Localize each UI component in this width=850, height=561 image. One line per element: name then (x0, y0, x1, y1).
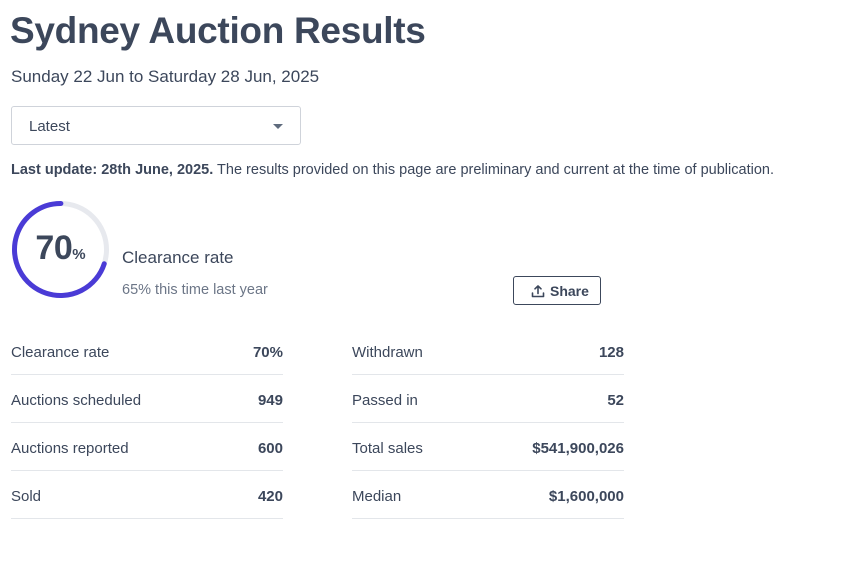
clearance-rate-gauge: 70% (10, 199, 111, 300)
share-upload-icon (531, 285, 545, 298)
stat-label: Median (352, 488, 402, 505)
stat-value: 52 (607, 392, 624, 409)
last-update-notice: Last update: 28th June, 2025. The result… (11, 162, 774, 178)
stat-row-clearance-rate: Clearance rate 70% (11, 328, 283, 375)
date-range: Sunday 22 Jun to Saturday 28 Jun, 2025 (11, 67, 320, 86)
last-update-text: The results provided on this page are pr… (213, 162, 774, 178)
stat-row-sold: Sold 420 (11, 472, 283, 519)
stats-table-right: Withdrawn 128 Passed in 52 Total sales $… (352, 328, 624, 520)
stat-row-auctions-scheduled: Auctions scheduled 949 (11, 376, 283, 423)
share-button[interactable]: Share (513, 276, 601, 305)
stat-row-withdrawn: Withdrawn 128 (352, 328, 624, 375)
chevron-down-icon (273, 124, 283, 129)
share-label: Share (550, 283, 589, 299)
stat-value: $541,900,026 (532, 440, 624, 457)
stats-table-left: Clearance rate 70% Auctions scheduled 94… (11, 328, 283, 520)
stat-label: Sold (11, 488, 42, 505)
stat-value: 949 (257, 392, 283, 409)
stat-label: Auctions reported (11, 440, 129, 457)
clearance-rate-label: Clearance rate (122, 248, 234, 267)
stat-row-total-sales: Total sales $541,900,026 (352, 424, 624, 471)
stat-value: 128 (598, 344, 624, 361)
stat-label: Passed in (352, 392, 418, 409)
gauge-arc (12, 201, 109, 298)
stat-value: 420 (257, 488, 283, 505)
dropdown-selected-value: Latest (29, 118, 70, 135)
last-year-comparison: 65% this time last year (122, 282, 268, 298)
gauge-unit: % (72, 246, 86, 263)
stat-value: 600 (257, 440, 283, 457)
page-title: Sydney Auction Results (10, 10, 426, 51)
stat-row-median: Median $1,600,000 (352, 472, 624, 519)
last-update-label: Last update: 28th June, 2025. (11, 162, 214, 178)
stat-row-passed-in: Passed in 52 (352, 376, 624, 423)
gauge-value: 70% (10, 229, 111, 268)
gauge-number: 70 (35, 229, 73, 267)
stat-value: $1,600,000 (548, 488, 624, 505)
stat-value: 70% (252, 344, 283, 361)
stat-label: Clearance rate (11, 344, 110, 361)
stat-label: Withdrawn (352, 344, 423, 361)
stat-label: Total sales (352, 440, 423, 457)
results-period-dropdown[interactable]: Latest (11, 106, 301, 145)
stat-label: Auctions scheduled (11, 392, 142, 409)
gauge-ring (12, 201, 109, 298)
stat-row-auctions-reported: Auctions reported 600 (11, 424, 283, 471)
